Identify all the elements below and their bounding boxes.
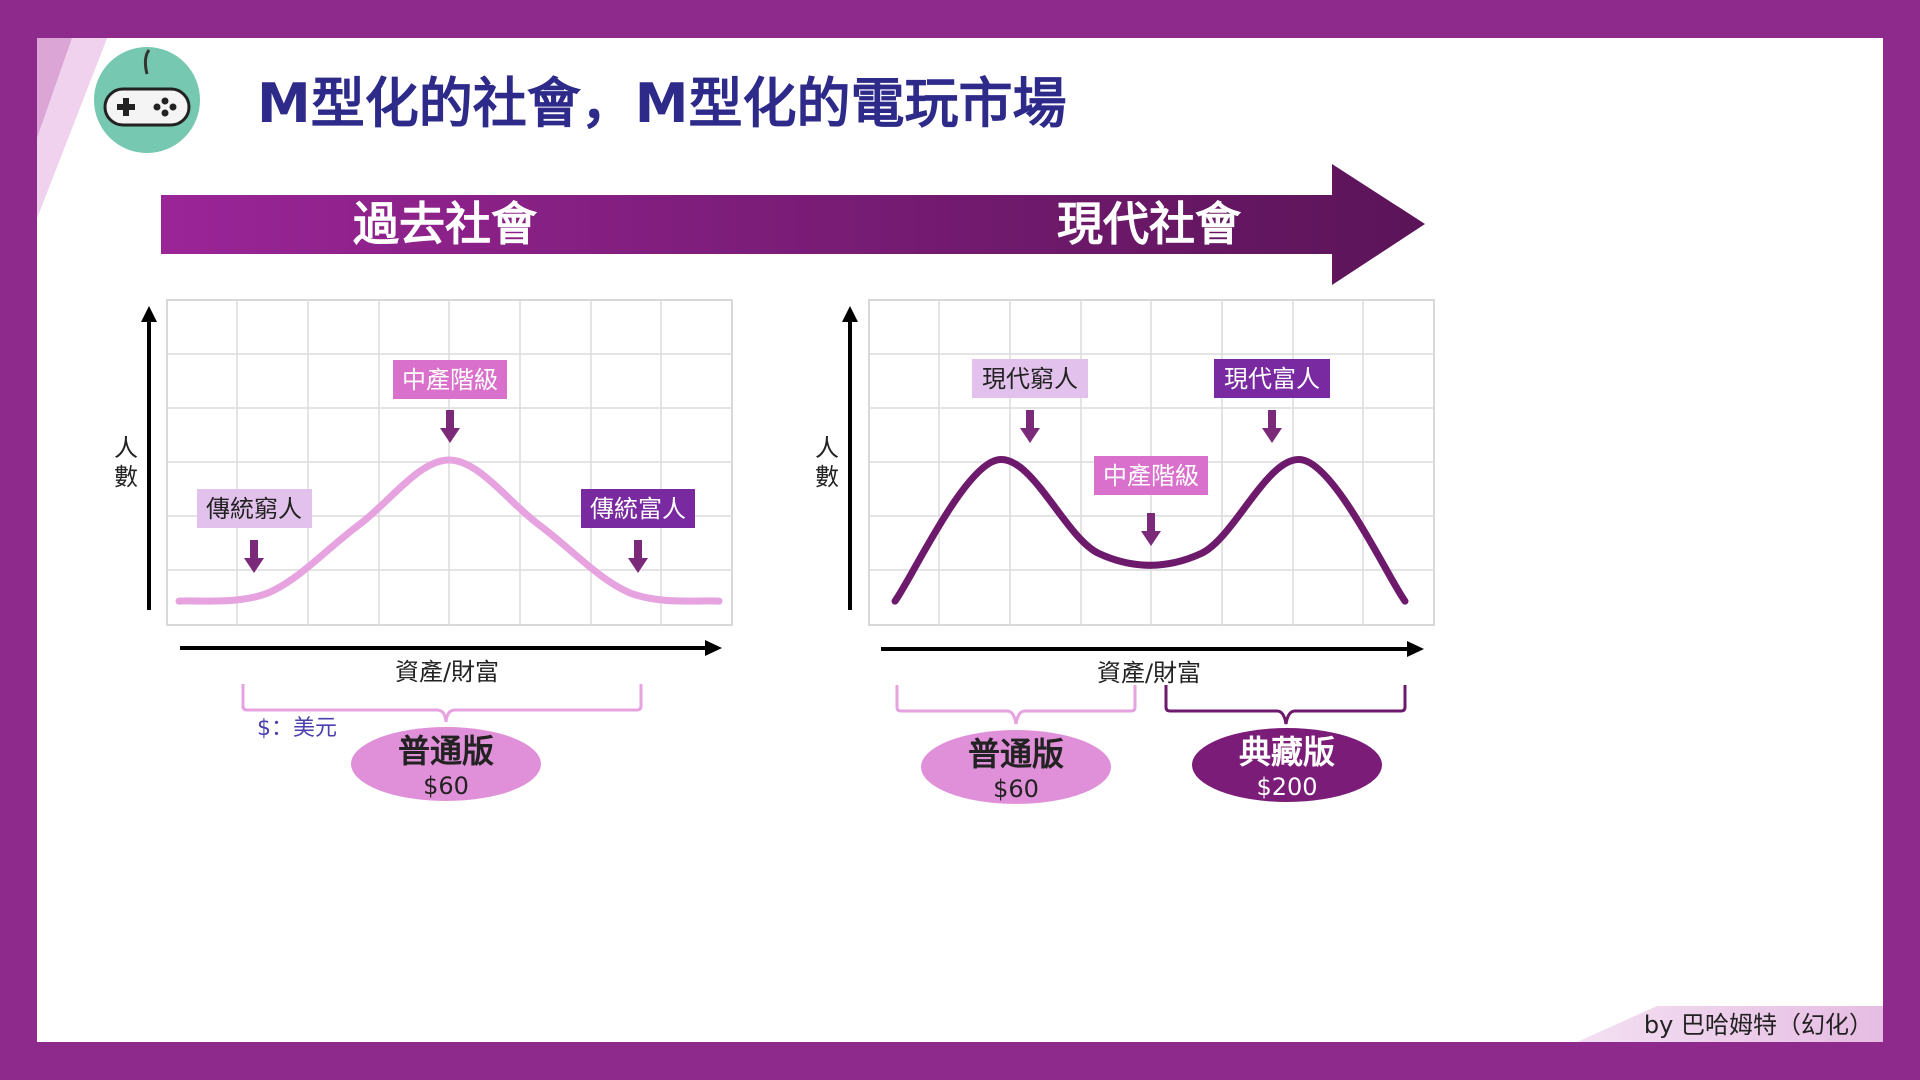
right-collector-bracket <box>1164 685 1407 725</box>
slide: M型化的社會，M型化的電玩市場 過去社會 現代社會 人 數 資產/財富 傳統窮人 <box>37 38 1883 1042</box>
left-rich-label-box <box>581 489 695 528</box>
right-middle-arrow <box>1141 513 1161 546</box>
left-poor-label-box <box>197 489 312 528</box>
right-y-label-1: 人 <box>815 434 839 462</box>
slide-canvas: M型化的社會，M型化的電玩市場 過去社會 現代社會 人 數 資產/財富 傳統窮人 <box>37 38 1883 1042</box>
credit-text: by 巴哈姆特（幻化） <box>1644 1011 1873 1039</box>
currency-note: $：美元 <box>257 716 337 741</box>
right-poor-label-box <box>972 359 1088 398</box>
right-rich-arrow <box>1262 410 1282 443</box>
corner-decoration-light <box>37 38 107 218</box>
credit-banner <box>1577 1006 1883 1042</box>
right-x-label: 資產/財富 <box>1097 659 1201 687</box>
right-x-axis-arrowhead <box>1407 641 1424 657</box>
left-standard-edition-badge <box>351 727 541 801</box>
left-y-axis-arrowhead <box>141 306 157 322</box>
left-chart: 人 數 資產/財富 傳統窮人 中產階級 傳統富人 $：美元 普通版 $60 <box>114 299 733 801</box>
right-y-axis-arrowhead <box>842 306 858 322</box>
left-x-axis-arrowhead <box>705 640 722 656</box>
right-chart: 人 數 資產/財富 現代窮人 中產階級 現代富人 普通版 $60 典藏版 $20… <box>815 299 1435 804</box>
right-poor-label: 現代窮人 <box>982 365 1078 393</box>
left-poor-label: 傳統窮人 <box>206 495 302 523</box>
right-collector-edition-badge <box>1192 728 1382 802</box>
left-middle-label-box <box>393 360 507 399</box>
right-rich-label: 現代富人 <box>1224 365 1320 393</box>
page-title: M型化的社會，M型化的電玩市場 <box>257 72 1066 135</box>
left-rich-arrow <box>628 540 648 573</box>
left-poor-arrow <box>244 540 264 573</box>
left-middle-arrow <box>440 410 460 443</box>
right-rich-label-box <box>1214 359 1330 398</box>
right-standard-edition-badge <box>921 730 1111 804</box>
gamepad-icon <box>94 47 200 153</box>
left-standard-edition-name: 普通版 <box>398 732 494 770</box>
left-distribution-curve <box>175 456 723 605</box>
right-standard-edition-price: $60 <box>993 775 1039 803</box>
left-y-label-2: 數 <box>114 463 138 491</box>
left-x-label: 資產/財富 <box>395 658 499 686</box>
right-collector-edition-price: $200 <box>1256 773 1317 801</box>
right-poor-arrow <box>1020 410 1040 443</box>
right-middle-label-box <box>1094 456 1208 495</box>
left-middle-label: 中產階級 <box>402 366 498 394</box>
timeline-present-label: 現代社會 <box>1057 197 1242 251</box>
left-rich-label: 傳統富人 <box>590 495 686 523</box>
left-price-bracket <box>241 684 643 723</box>
right-collector-edition-name: 典藏版 <box>1239 733 1335 771</box>
left-y-label-1: 人 <box>114 434 138 462</box>
right-y-label-2: 數 <box>815 463 839 491</box>
right-distribution-curve <box>891 456 1409 605</box>
timeline-arrow <box>161 164 1425 285</box>
right-middle-label: 中產階級 <box>1103 462 1199 490</box>
right-standard-bracket <box>895 685 1137 725</box>
left-standard-edition-price: $60 <box>423 772 469 800</box>
right-standard-edition-name: 普通版 <box>968 735 1064 773</box>
timeline-past-label: 過去社會 <box>353 197 538 251</box>
